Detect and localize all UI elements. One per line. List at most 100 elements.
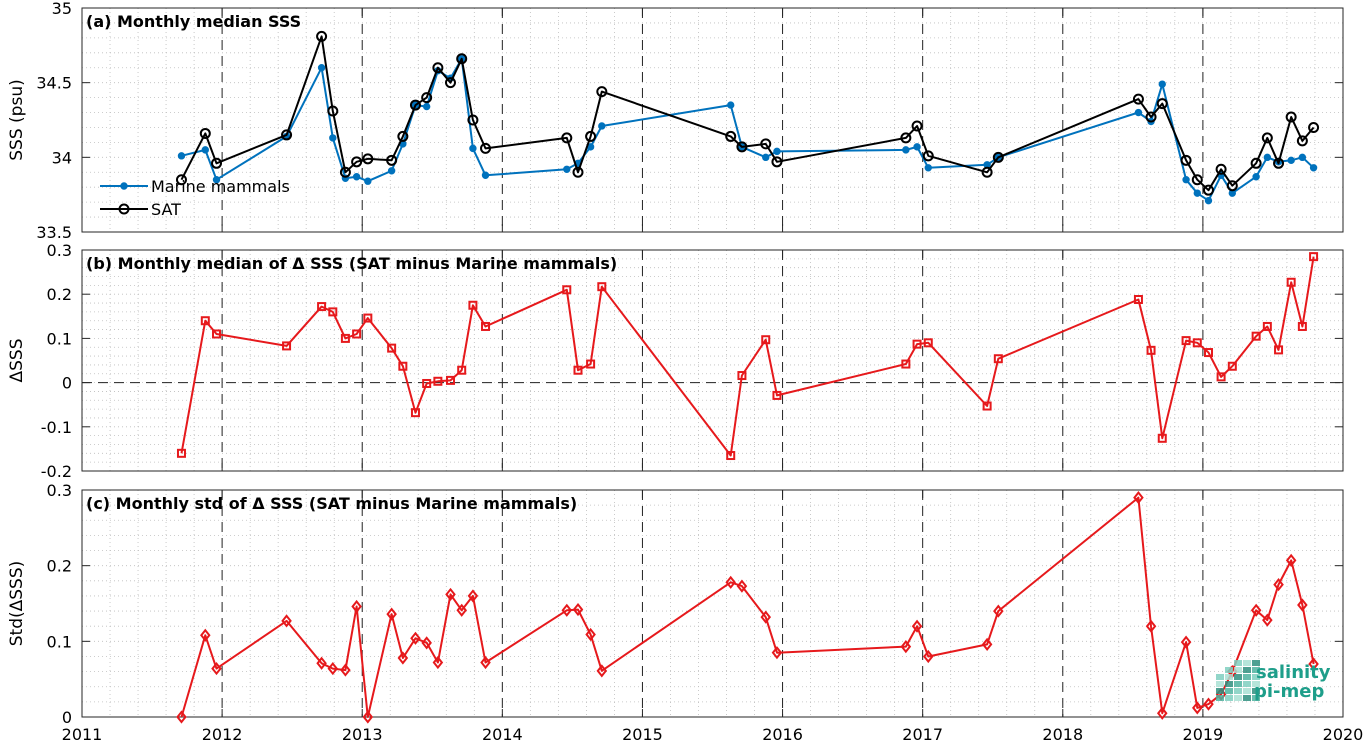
data-point — [1133, 295, 1143, 305]
data-point — [1134, 108, 1143, 117]
x-tick-label: 2011 — [62, 725, 103, 744]
data-point — [726, 451, 736, 461]
data-point — [212, 329, 222, 339]
data-point — [397, 651, 409, 665]
year-gridlines — [221, 250, 1204, 471]
data-point — [993, 354, 1003, 364]
data-point — [386, 607, 397, 621]
data-point — [1203, 697, 1214, 711]
y-tick-label: 34 — [52, 148, 72, 167]
data-point — [1250, 603, 1262, 617]
data-point — [445, 587, 456, 602]
y-tick-label: 0.1 — [47, 329, 72, 348]
data-point — [902, 146, 910, 154]
data-point — [480, 142, 492, 154]
y-axis-label: SSS (psu) — [7, 79, 27, 160]
data-point — [387, 343, 397, 353]
data-point — [573, 365, 583, 375]
year-gridlines — [221, 490, 1204, 717]
data-point — [1263, 153, 1272, 162]
data-point — [468, 300, 478, 310]
data-point — [201, 146, 209, 154]
data-point — [924, 164, 932, 172]
data-point — [1216, 372, 1226, 382]
data-point — [200, 316, 210, 326]
data-point — [1193, 189, 1201, 197]
data-point — [1298, 153, 1307, 162]
y-tick-label: 0.2 — [47, 285, 72, 304]
y-tick-label: 0.3 — [47, 241, 72, 260]
data-point — [1297, 598, 1308, 612]
legend-entry: Marine mammals — [151, 177, 290, 196]
logo-text-salinity: salinity — [1256, 662, 1331, 683]
data-point — [1191, 174, 1203, 186]
x-tick-label: 2015 — [622, 725, 663, 744]
x-tick-label: 2016 — [762, 725, 803, 744]
data-point — [316, 30, 328, 42]
data-point — [1309, 252, 1319, 262]
data-point — [1180, 635, 1192, 649]
legend-marker — [120, 182, 128, 190]
data-point — [1286, 277, 1296, 287]
y-tick-label: -0.1 — [41, 418, 72, 437]
data-point — [913, 143, 921, 151]
data-point — [1226, 180, 1238, 192]
data-point — [340, 333, 350, 343]
data-point — [1192, 701, 1203, 715]
data-point — [725, 575, 736, 589]
y-tick-label: 0 — [62, 374, 72, 393]
data-point — [1309, 164, 1318, 172]
data-point — [445, 375, 455, 385]
data-point — [469, 144, 477, 153]
data-point — [176, 710, 187, 724]
data-point — [317, 302, 327, 312]
y-tick-label: 0 — [62, 708, 72, 727]
data-point — [1132, 93, 1144, 105]
data-point — [771, 646, 783, 660]
data-point — [982, 401, 992, 411]
y-axis-label: Std(ΔSSS) — [7, 561, 27, 647]
x-tick-label: 2019 — [1183, 725, 1224, 744]
data-point — [410, 408, 420, 418]
data-point — [1192, 338, 1202, 348]
data-point — [771, 156, 783, 168]
data-point — [409, 99, 421, 111]
data-point — [1156, 98, 1168, 110]
axes-box — [81, 249, 1344, 472]
data-point — [760, 610, 772, 624]
data-point — [362, 153, 374, 165]
data-point — [1146, 345, 1156, 355]
legend: Marine mammals SAT — [100, 177, 290, 219]
data-point — [1262, 321, 1272, 331]
y-tick-label: 0.1 — [47, 632, 72, 651]
data-point — [456, 53, 468, 65]
data-point — [1297, 321, 1307, 331]
data-point — [562, 285, 572, 295]
data-point — [1204, 196, 1213, 205]
data-point — [327, 105, 339, 117]
data-point — [596, 664, 608, 678]
data-point — [981, 166, 993, 178]
y-tick-label: 0.2 — [47, 557, 72, 576]
data-point — [281, 614, 292, 628]
data-point — [363, 313, 373, 323]
data-point — [481, 321, 491, 331]
data-point — [211, 661, 222, 676]
data-point — [737, 371, 747, 381]
series-sat — [175, 30, 1320, 196]
data-point — [762, 153, 770, 162]
data-point — [922, 150, 934, 162]
data-point — [1273, 157, 1285, 169]
data-point — [480, 655, 491, 670]
x-tick-label: 2020 — [1323, 725, 1364, 744]
x-tick-label: 2018 — [1042, 725, 1083, 744]
data-point — [1157, 433, 1167, 443]
data-point — [444, 77, 456, 89]
data-point — [1262, 613, 1273, 627]
data-point — [327, 661, 339, 676]
data-point — [398, 361, 408, 371]
data-point — [561, 603, 573, 617]
data-point — [1180, 154, 1192, 166]
data-point — [340, 663, 351, 677]
